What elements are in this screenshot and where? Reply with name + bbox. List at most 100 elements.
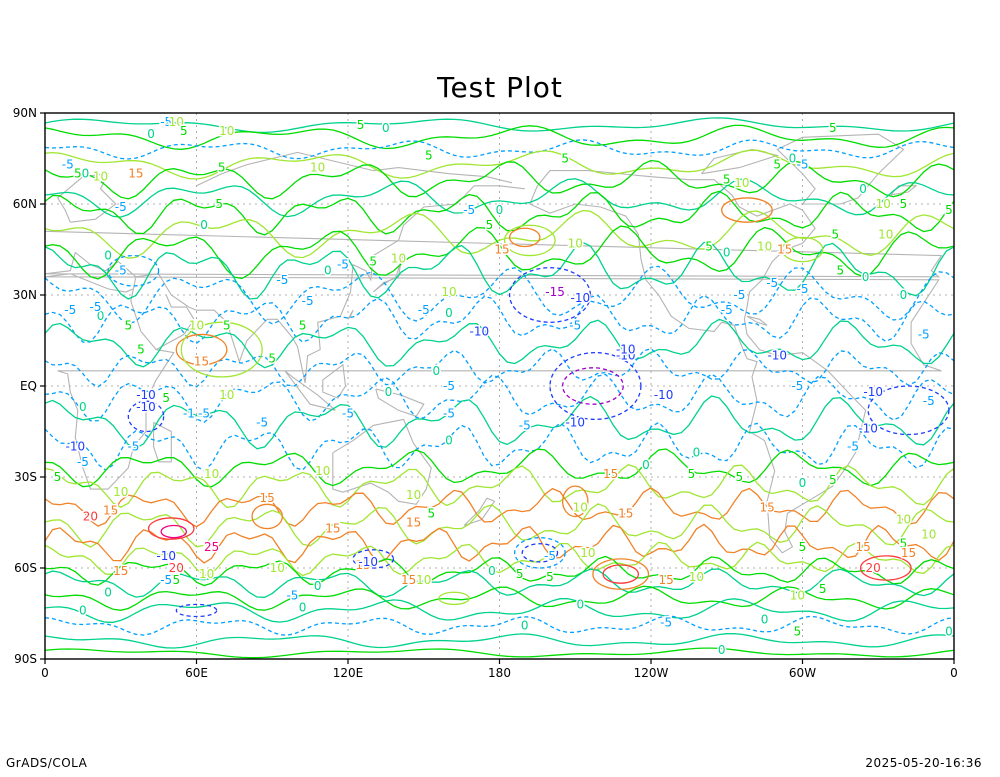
- contour-label: 0: [799, 476, 807, 490]
- contour-line: [45, 448, 954, 488]
- contour-label: 0: [147, 127, 155, 141]
- contour-label: -10: [136, 388, 156, 402]
- contour-line: [45, 159, 954, 200]
- contour-label: 0: [576, 597, 584, 611]
- contour-label: 10: [189, 318, 204, 332]
- contour-line: [45, 265, 954, 325]
- contour-label: 0: [324, 264, 332, 278]
- contour-label: -5: [766, 276, 778, 290]
- contour-line: [45, 487, 954, 528]
- lon-tick-label: 180: [488, 666, 511, 680]
- contour-label: 0: [200, 218, 208, 232]
- contour-line: [45, 149, 954, 180]
- lon-tick-label: 60E: [185, 666, 208, 680]
- contour-label: 10: [219, 388, 234, 402]
- contour-label: 10: [734, 176, 749, 190]
- contour-cell: [521, 543, 559, 563]
- contour-label: 5: [299, 318, 307, 332]
- contour-label: 15: [260, 491, 275, 505]
- contour-label: 5: [829, 121, 837, 135]
- contour-line: [45, 373, 954, 423]
- contour-line: [45, 568, 954, 598]
- contour-label: -10: [565, 415, 585, 429]
- contour-label: 10: [406, 488, 421, 502]
- contour-label: -5: [90, 300, 102, 314]
- contour-line: [45, 395, 954, 450]
- contour-label: 10: [878, 227, 893, 241]
- contour-label: 15: [103, 503, 118, 517]
- contour-label: 10: [790, 588, 805, 602]
- contour-label: 0: [642, 458, 650, 472]
- contour-line: [45, 139, 954, 160]
- contour-label: -1: [183, 406, 195, 420]
- contour-label: 5: [900, 197, 908, 211]
- contour-label: -5: [544, 549, 556, 563]
- contour-cell: [508, 267, 592, 323]
- contour-label: 5: [425, 148, 433, 162]
- contour-label: -5: [791, 379, 803, 393]
- contour-cell: [180, 321, 263, 378]
- lat-tick-label: 90S: [14, 652, 37, 666]
- contour-cell: [160, 524, 188, 539]
- contour-label: -5: [418, 303, 430, 317]
- contour-label: 15: [113, 564, 128, 578]
- lat-tick-label: 90N: [13, 106, 37, 120]
- contour-label: 5: [794, 625, 802, 639]
- contour-label: -10: [570, 291, 590, 305]
- contour-label: -5: [337, 258, 349, 272]
- contour-label: 10: [204, 467, 219, 481]
- contour-label: 15: [760, 500, 775, 514]
- contour-label: 15: [494, 243, 509, 257]
- contour-label: -5: [160, 573, 172, 587]
- contour-label: -5: [160, 115, 172, 129]
- lat-tick-label: 30N: [13, 288, 37, 302]
- coastline: [153, 421, 172, 463]
- contour-label: 10: [169, 115, 184, 129]
- contour-label: 15: [855, 540, 870, 554]
- coastline: [746, 315, 768, 326]
- contour-cell: [514, 537, 566, 569]
- contour-line: [45, 241, 954, 300]
- contour-label: -5: [62, 158, 74, 172]
- contour-label: 5: [829, 473, 837, 487]
- contour-label: 5: [799, 540, 807, 554]
- contour-label: 5: [180, 124, 188, 138]
- contour-label: 20: [866, 561, 881, 575]
- contour-label: 5: [162, 391, 170, 405]
- contour-cell: [781, 236, 824, 263]
- contour-label: -5: [660, 616, 672, 630]
- contour-label: 5: [223, 318, 231, 332]
- contour-label: -15: [545, 285, 565, 299]
- coastlines: [45, 133, 943, 554]
- contour-cell: [721, 197, 773, 223]
- contour-label: 0: [79, 603, 87, 617]
- contour-label: 0: [445, 306, 453, 320]
- contour-label: -10: [767, 349, 787, 363]
- contour-label: 0: [385, 385, 393, 399]
- contour-label: 10: [113, 485, 128, 499]
- coastline: [776, 133, 905, 205]
- lon-tick-label: 120E: [333, 666, 364, 680]
- contour-label: -5: [115, 264, 127, 278]
- longitude-ticks: 0 60E 120E 180 120W 60W 0: [41, 659, 958, 680]
- contour-label: 0: [104, 585, 112, 599]
- contour-label: 0: [445, 434, 453, 448]
- contour-cell: [147, 517, 195, 540]
- contour-label: 15: [901, 546, 916, 560]
- contour-label: 0: [859, 182, 867, 196]
- contour-label: -5: [276, 273, 288, 287]
- contour-cell: [592, 558, 650, 590]
- contour-cell: [175, 603, 218, 618]
- contour-label: -5: [569, 318, 581, 332]
- coastline: [347, 309, 354, 320]
- contour-label: 0: [945, 625, 953, 639]
- contour-label: 5: [561, 152, 569, 166]
- contour-label: 0: [723, 246, 731, 260]
- contour-label: -10: [858, 421, 878, 435]
- lat-tick-label: 60N: [13, 197, 37, 211]
- contour-line: [45, 209, 954, 259]
- contour-label: 0: [862, 270, 870, 284]
- contour-line: [45, 421, 954, 472]
